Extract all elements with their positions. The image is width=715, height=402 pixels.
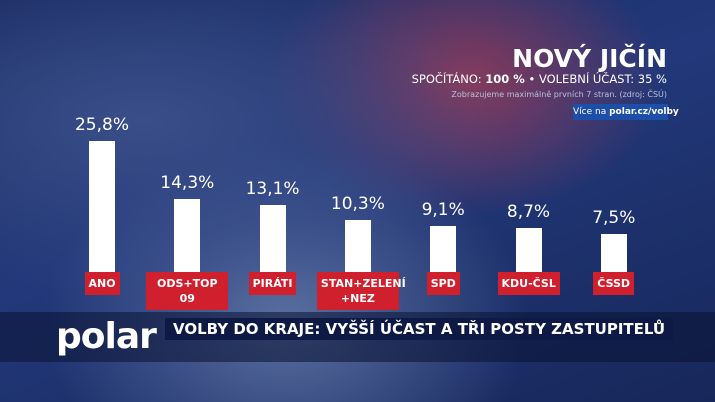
- status: SPOČÍTÁNO: 100 % • VOLEBNÍ ÚČAST: 35 %: [412, 72, 667, 86]
- value-label: 25,8%: [74, 114, 129, 135]
- bar: [89, 140, 115, 272]
- category-label: ANO: [84, 272, 120, 295]
- bar: [515, 227, 542, 272]
- separator: •: [528, 72, 536, 86]
- counted-value: 100 %: [485, 72, 525, 86]
- category-label: STAN+ZELENÍ +NEZ: [316, 272, 406, 310]
- bar: [174, 199, 201, 272]
- value-label: 7,5%: [592, 207, 636, 228]
- value-label: 14,3%: [160, 173, 215, 194]
- value-label: 13,1%: [245, 179, 300, 200]
- note: Zobrazujeme maximálně prvních 7 stran. (…: [451, 90, 667, 99]
- value-label: 8,7%: [506, 201, 551, 222]
- bar: [259, 205, 286, 272]
- bar: [344, 219, 371, 272]
- logo: polar: [56, 316, 157, 357]
- category-label: ČSSD: [593, 272, 635, 295]
- turnout: VOLEBNÍ ÚČAST: 35 %: [538, 72, 667, 86]
- link-prefix: Více na: [573, 107, 607, 117]
- link-url: polar.cz/volby: [609, 107, 679, 117]
- category-label: SPD: [426, 272, 460, 295]
- category-label: ODS+TOP 09: [146, 272, 229, 310]
- bar: [430, 225, 457, 272]
- link-button[interactable]: Více na polar.cz/volby: [573, 104, 679, 120]
- counted-label: SPOČÍTÁNO:: [411, 72, 482, 86]
- value-label: 9,1%: [421, 199, 465, 220]
- category-label: PIRÁTI: [248, 272, 297, 295]
- headline: VOLBY DO KRAJE: VYŠŠÍ ÚČAST A TŘI POSTY …: [165, 318, 674, 340]
- category-label: KDU-ČSL: [497, 272, 560, 295]
- title: NOVÝ JIČÍN: [512, 44, 667, 73]
- value-label: 10,3%: [330, 193, 385, 214]
- bar: [600, 233, 627, 272]
